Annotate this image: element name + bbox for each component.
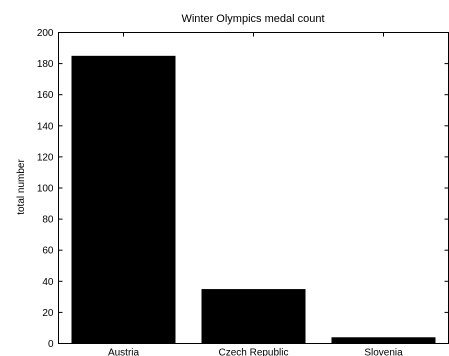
y-tick-label: 20	[42, 308, 54, 319]
y-tick-label: 160	[37, 90, 54, 101]
y-ticks: 0 20 40 60 80 100 120 140 160 180 200	[37, 28, 449, 350]
bar-czech-republic	[201, 289, 306, 344]
y-tick-label: 80	[42, 215, 54, 226]
bars	[71, 55, 436, 344]
bar-slovenia	[331, 337, 436, 344]
y-tick-label: 140	[37, 121, 54, 132]
y-tick-label: 40	[42, 277, 54, 288]
bar-austria	[71, 55, 176, 344]
x-tick-label: Czech Republic	[218, 348, 288, 356]
y-tick-label: 0	[48, 339, 54, 350]
y-tick-label: 120	[37, 152, 54, 163]
y-tick-label: 60	[42, 246, 54, 257]
y-tick-label: 200	[37, 28, 54, 39]
chart-title: Winter Olympics medal count	[181, 13, 324, 25]
x-tick-label: Austria	[108, 348, 140, 356]
y-axis-label: total number	[16, 159, 27, 215]
x-tick-label: Slovenia	[364, 348, 403, 356]
y-tick-label: 180	[37, 59, 54, 70]
y-tick-label: 100	[37, 184, 54, 195]
x-tick-labels: Austria Czech Republic Slovenia	[108, 32, 403, 356]
